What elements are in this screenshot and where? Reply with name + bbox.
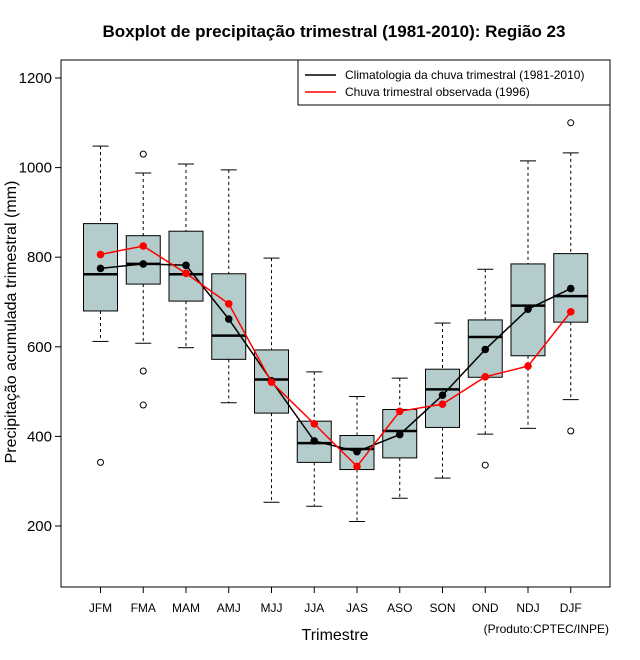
y-axis-label: Precipitação acumulada trimestral (mm) — [3, 181, 20, 464]
series-point — [566, 308, 575, 316]
box-ond — [467, 268, 503, 469]
series-point — [224, 299, 233, 308]
x-tick-label: JFM — [89, 601, 112, 615]
y-tick-label: 1000 — [19, 160, 52, 177]
series-point — [310, 437, 319, 445]
x-tick-label: AMJ — [217, 601, 241, 615]
legend: Climatologia da chuva trimestral (1981-2… — [297, 59, 611, 106]
series-point — [566, 284, 575, 293]
series-point — [182, 261, 190, 270]
series-point — [224, 315, 233, 323]
series-climatology — [96, 260, 575, 456]
x-tick-label: MJJ — [261, 601, 283, 615]
outlier-point — [97, 458, 104, 466]
series-point — [353, 462, 361, 471]
legend-label-climatology: Climatologia da chuva trimestral (1981-2… — [345, 68, 584, 82]
legend-label-observed: Chuva trimestral observada (1996) — [345, 85, 530, 99]
product-credit: (Produto:CPTEC/INPE) — [484, 622, 609, 636]
outlier-point — [567, 119, 575, 127]
series-point — [438, 400, 447, 408]
outlier-point — [139, 150, 147, 158]
legend-box — [297, 59, 611, 106]
series-point — [310, 420, 319, 428]
x-tick-label: MAM — [172, 601, 200, 615]
y-tick-label: 400 — [27, 428, 52, 445]
series-line — [100, 245, 572, 468]
box-djf — [553, 119, 589, 435]
x-tick-label: DJF — [560, 601, 582, 615]
series-point — [524, 305, 532, 313]
x-tick-label: OND — [472, 601, 499, 615]
box-fma — [125, 150, 161, 409]
box-amj — [211, 169, 247, 404]
series-point — [182, 269, 190, 278]
x-axis: JFM FMA MAM AMJ MJJ JJA JAS ASO SON OND NDJ DJF — [89, 587, 582, 615]
y-tick-label: 1200 — [19, 70, 52, 87]
series-point — [481, 373, 490, 381]
outlier-point — [567, 427, 575, 435]
box-mam — [168, 163, 204, 349]
outlier-point — [139, 367, 147, 375]
series-line — [100, 263, 572, 453]
series-point — [139, 260, 148, 268]
x-tick-label: FMA — [131, 601, 156, 615]
series-observed — [96, 242, 575, 471]
box-jas — [339, 396, 375, 523]
chart-title: Boxplot de precipitação trimestral (1981… — [103, 22, 566, 41]
series-point — [524, 362, 532, 370]
outlier-point — [481, 461, 489, 469]
series-point — [438, 391, 447, 399]
series-point — [481, 345, 490, 354]
y-tick-label: 200 — [27, 518, 52, 535]
y-tick-label: 600 — [27, 339, 52, 356]
series-point — [267, 378, 276, 386]
x-tick-label: JJA — [304, 601, 324, 615]
series-point — [139, 242, 148, 250]
box-ndj — [510, 160, 546, 429]
series-point — [353, 447, 361, 456]
series-point — [96, 264, 105, 273]
series-point — [395, 430, 404, 439]
series-point — [96, 250, 105, 259]
outlier-point — [139, 401, 147, 409]
x-tick-label: SON — [429, 601, 455, 615]
x-tick-label: NDJ — [516, 601, 539, 615]
y-tick-label: 800 — [27, 249, 52, 266]
y-axis: 200 400 600 800 1000 1200 — [19, 70, 61, 535]
box-jfm — [83, 145, 118, 466]
series-point — [395, 407, 404, 416]
boxes — [83, 119, 589, 523]
x-tick-label: ASO — [387, 601, 412, 615]
x-tick-label: JAS — [346, 601, 368, 615]
series-lines — [96, 242, 575, 471]
x-axis-label: Trimestre — [302, 627, 369, 644]
